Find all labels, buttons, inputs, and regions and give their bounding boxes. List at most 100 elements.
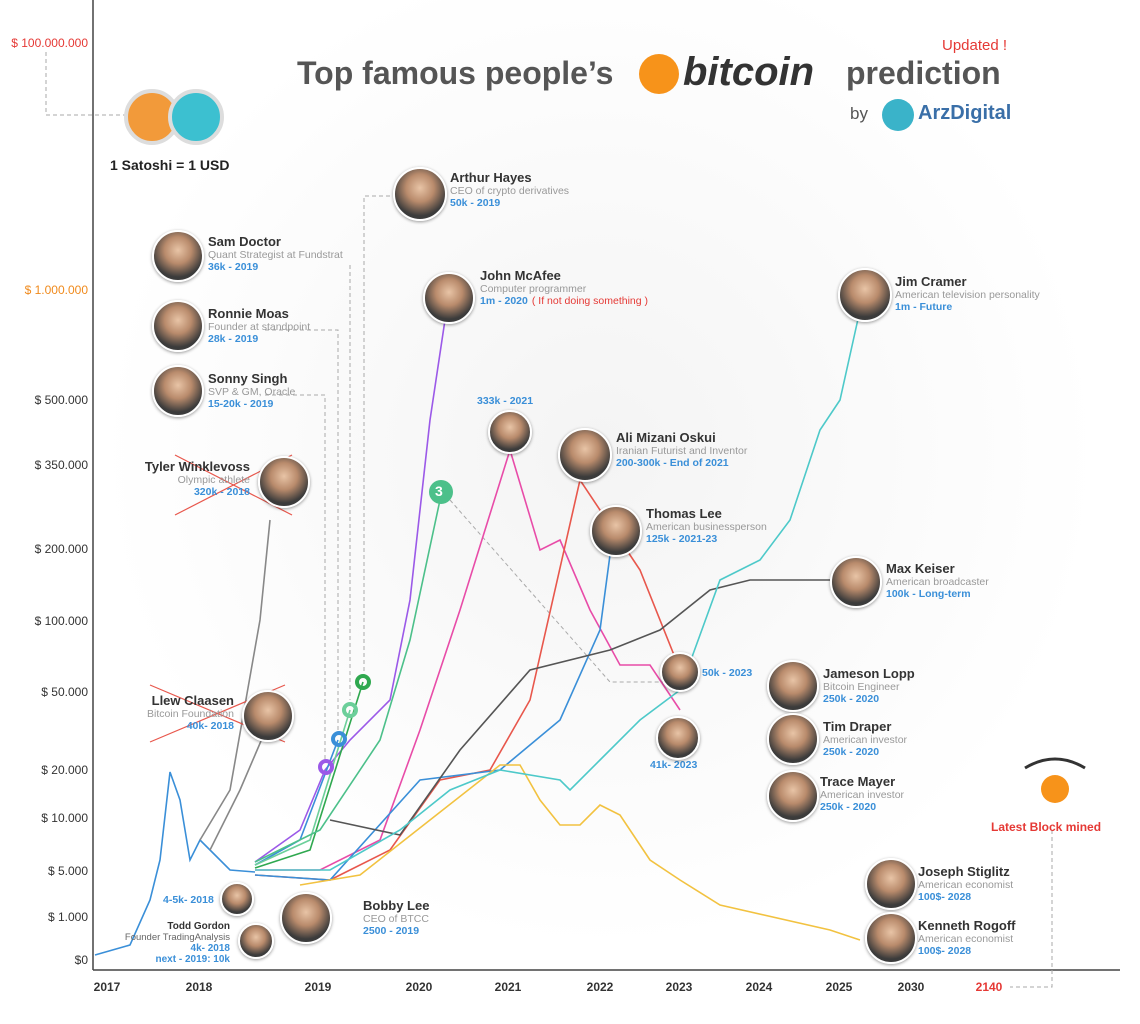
x-axis-label: 2030 xyxy=(897,980,925,994)
avatar xyxy=(656,716,700,760)
title-after: prediction xyxy=(846,55,1001,91)
usd-coin xyxy=(168,89,224,145)
person-prediction: 250k - 2020 xyxy=(823,746,880,758)
axes xyxy=(92,0,1120,971)
person-prediction: 40k- 2018 xyxy=(186,720,234,732)
x-axis-label: 2017 xyxy=(93,980,121,994)
leader xyxy=(363,195,390,680)
curve xyxy=(329,579,830,836)
person-name: Jameson Lopp xyxy=(823,666,915,681)
x-axis-label: 2023 xyxy=(665,980,693,994)
curve xyxy=(94,771,256,956)
y-axis-label: $ 10.000 xyxy=(41,811,88,825)
person-prediction: 28k - 2019 xyxy=(208,333,259,345)
avatar xyxy=(558,428,612,482)
person-card: Ronnie Moas Founder at standpoint 28k - 20… xyxy=(208,306,310,345)
person-role: American economist xyxy=(918,879,1014,891)
person-card: Jameson Lopp Bitcoin Engineer 250k - 2020 xyxy=(823,666,915,705)
person-prediction: 320k - 2018 xyxy=(193,486,250,498)
curve xyxy=(299,764,861,941)
person-card: Ali Mizani Oskui Iranian Futurist and Inv… xyxy=(616,430,747,469)
label: 41k- 2023 xyxy=(650,759,698,771)
person-card: Tim Draper American investor 250k - 2020 xyxy=(823,719,907,758)
person-card: Arthur Hayes CEO of crypto derivatives 50k… xyxy=(450,170,569,209)
x-axis-label: 2140 xyxy=(975,980,1003,994)
x-axis-label: 2024 xyxy=(745,980,773,994)
person-name: Tim Draper xyxy=(823,719,892,734)
avatar xyxy=(152,300,204,352)
label: 4-5k- 2018 xyxy=(163,894,214,906)
avatar xyxy=(258,456,310,508)
person-role: American businessperson xyxy=(646,521,767,533)
person-prediction: 1m - Future xyxy=(895,301,953,313)
person-card: Sam Doctor Quant Strategist at Fundstrat 3… xyxy=(208,234,343,273)
person-card: Thomas Lee American businessperson 125k - … xyxy=(646,506,767,545)
avatar xyxy=(488,410,532,454)
person-role: Iranian Futurist and Inventor xyxy=(616,445,748,457)
label: 50k - 2023 xyxy=(702,667,753,679)
leader xyxy=(265,394,326,760)
y-axis-label: $ 50.000 xyxy=(41,685,88,699)
person-prediction: 1m - 2020( If not doing something ) xyxy=(480,295,649,307)
y-axis-label: $ 20.000 xyxy=(41,763,88,777)
y-axis-label: $ 100.000 xyxy=(34,614,88,628)
person-prediction: 125k - 2021-23 xyxy=(646,533,718,545)
label: 333k - 2021 xyxy=(477,395,534,407)
person-prediction: 2500 - 2019 xyxy=(363,925,420,937)
person-name: Bobby Lee xyxy=(363,898,430,913)
person-name: Thomas Lee xyxy=(646,506,722,521)
x-axis-label: 2018 xyxy=(185,980,213,994)
person-role: American broadcaster xyxy=(886,576,989,588)
person-prediction: 50k - 2019 xyxy=(450,197,501,209)
marker xyxy=(429,480,453,504)
leader xyxy=(45,52,125,116)
curve xyxy=(254,554,611,881)
person-name: Trace Mayer xyxy=(820,774,896,789)
person-prediction: 250k - 2020 xyxy=(823,693,880,705)
title-before: Top famous people’s xyxy=(297,55,614,91)
person-prediction: 100k - Long-term xyxy=(886,588,971,600)
person-role: SVP & GM, Oracle xyxy=(208,386,296,398)
person-prediction: 4k- 2018 xyxy=(190,943,230,954)
leaders xyxy=(45,52,1053,988)
leader xyxy=(1010,830,1053,988)
avatar xyxy=(838,268,892,322)
y-axis-label: $ 500.000 xyxy=(34,393,88,407)
person-note: ( If not doing something ) xyxy=(531,295,649,307)
leader xyxy=(449,499,665,683)
avatar xyxy=(865,912,917,964)
person-prediction: 250k - 2020 xyxy=(820,801,877,813)
y-axis-label: $ 1.000 xyxy=(47,910,88,924)
person-name: Ali Mizani Oskui xyxy=(616,430,716,445)
marker xyxy=(318,759,334,775)
y-axis-label: $ 1.000.000 xyxy=(24,283,88,297)
coin-icons xyxy=(124,54,1086,803)
person-card: Sonny Singh SVP & GM, Oracle 15-20k - 2019 xyxy=(208,371,295,410)
person-name: Tyler Winklevoss xyxy=(144,459,250,474)
person-name: Todd Gordon xyxy=(167,921,230,932)
y-axis-label: $ 100.000.000 xyxy=(11,36,88,50)
avatar xyxy=(590,505,642,557)
marker xyxy=(342,702,358,718)
person-card: Llew Claasen Bitcoin Foundation 40k- 2018 xyxy=(100,693,234,732)
markers xyxy=(318,480,453,775)
curve xyxy=(199,519,271,841)
person-role: Founder at standpoint xyxy=(208,321,311,333)
person-name: John McAfee xyxy=(480,268,561,283)
avatar xyxy=(865,858,917,910)
y-axis-label: $0 xyxy=(74,953,88,967)
person-card: John McAfee Computer programmer 1m - 2020(… xyxy=(480,268,648,307)
person-role: Bitcoin Engineer xyxy=(823,681,900,693)
block-coin xyxy=(1041,775,1069,803)
avatar xyxy=(393,167,447,221)
person-role: Founder TradingAnalysis xyxy=(124,932,230,943)
btc-logo xyxy=(639,54,679,94)
person-name: Arthur Hayes xyxy=(450,170,532,185)
person-name: Joseph Stiglitz xyxy=(918,864,1010,879)
leader xyxy=(265,329,339,730)
label: 3 xyxy=(435,483,443,499)
updated: Updated ! xyxy=(942,37,1008,54)
person-prediction: 36k - 2019 xyxy=(208,261,259,273)
y-axis-label: $ 350.000 xyxy=(34,458,88,472)
